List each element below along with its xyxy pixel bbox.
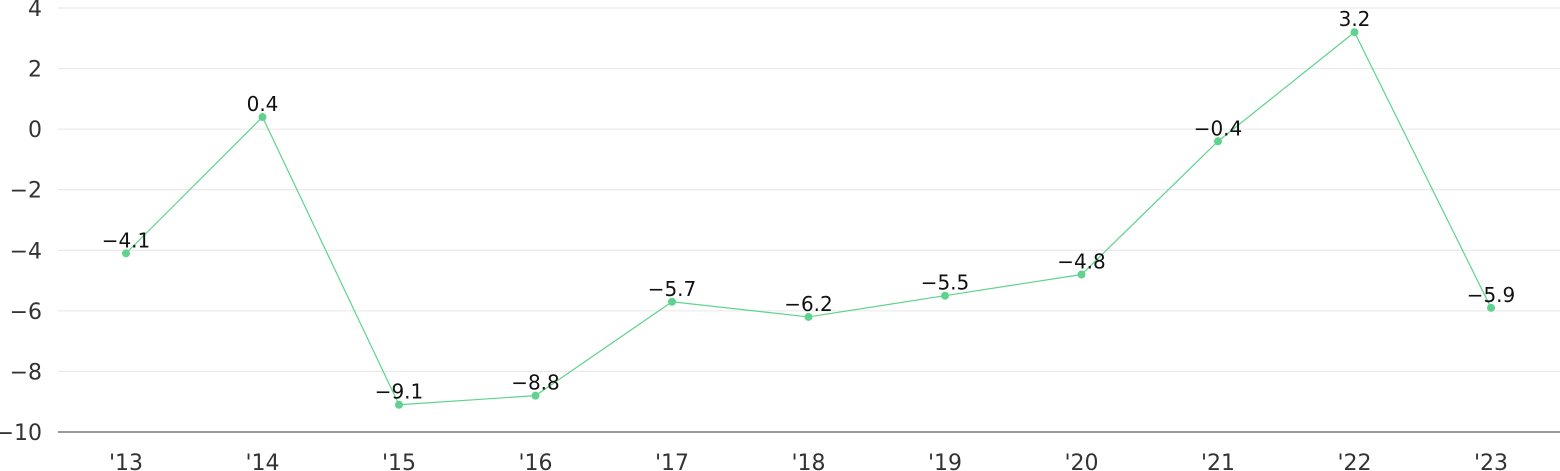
x-tick-label: '22 (1337, 451, 1371, 471)
series-line (125, 31, 1492, 406)
data-point (804, 312, 813, 321)
data-point (1487, 303, 1495, 312)
data-label: −6.2 (784, 292, 833, 316)
y-tick-label: −2 (10, 179, 42, 204)
x-tick-label: '15 (382, 451, 416, 471)
data-label: −5.5 (921, 271, 970, 295)
x-tick-label: '19 (928, 451, 962, 471)
y-tick-label: −4 (10, 239, 42, 264)
data-labels: −4.1 0.4 −9.1 −8.8 −5.7 −6.2 −5.5 −4.8 −0.4 3.2 −5… (102, 7, 1516, 404)
y-tick-label: 2 (28, 58, 42, 83)
data-label: −5.7 (648, 277, 697, 301)
y-tick-label: 0 (28, 118, 42, 143)
data-point (668, 297, 676, 306)
data-label: −8.8 (511, 371, 560, 395)
data-point (531, 391, 540, 400)
series (122, 28, 1495, 409)
data-point (258, 113, 267, 122)
x-axis: '13 '14 '15 '16 '17 '18 '19 '20 '21 '22 '23 (109, 451, 1508, 471)
data-label: −9.1 (375, 380, 424, 404)
y-axis: 4 2 0 −2 −4 −6 −8 −10 (0, 0, 42, 446)
y-tick-label: −10 (0, 421, 42, 446)
x-tick-label: '21 (1201, 451, 1235, 471)
x-tick-label: '16 (518, 451, 552, 471)
data-label: −0.4 (1194, 116, 1243, 140)
data-point (1077, 270, 1086, 279)
data-point (1350, 28, 1359, 37)
x-tick-label: '13 (109, 451, 143, 471)
data-point (941, 291, 949, 300)
data-label: −4.1 (102, 228, 151, 252)
data-label: −4.8 (1057, 250, 1106, 274)
x-tick-label: '18 (791, 451, 825, 471)
y-tick-label: −6 (10, 300, 42, 325)
y-tick-label: 4 (28, 0, 42, 22)
data-point (395, 400, 403, 409)
y-tick-label: −8 (10, 360, 42, 385)
data-label: 3.2 (1339, 7, 1371, 31)
x-tick-label: '23 (1474, 451, 1508, 471)
data-point (122, 249, 130, 258)
data-label: 0.4 (247, 92, 279, 116)
x-tick-label: '20 (1064, 451, 1098, 471)
data-point (1214, 137, 1222, 146)
x-tick-label: '14 (245, 451, 279, 471)
x-tick-label: '17 (655, 451, 689, 471)
gridlines (58, 7, 1560, 433)
data-label: −5.9 (1467, 283, 1516, 307)
